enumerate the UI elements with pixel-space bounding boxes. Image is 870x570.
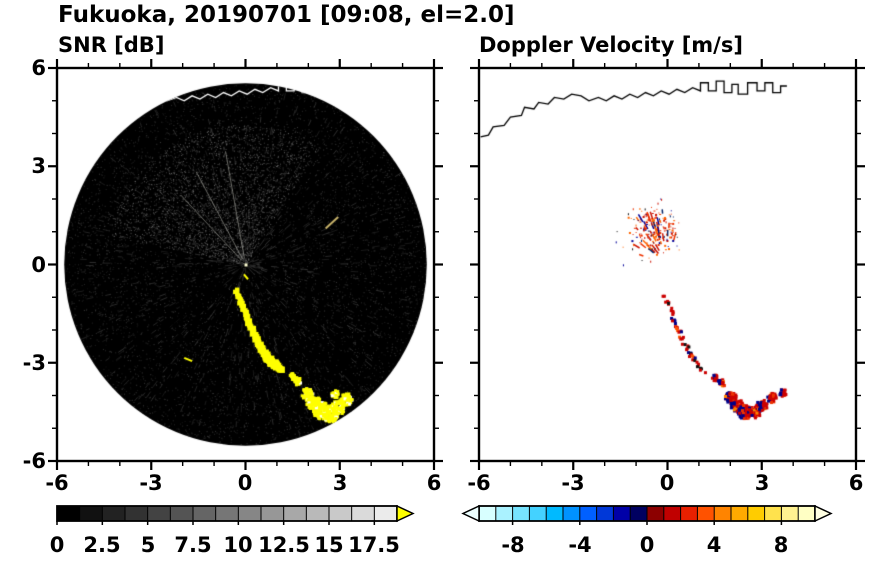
snr-colorbar-label: 15 (314, 533, 344, 557)
y-tick-label: 6 (31, 56, 46, 80)
snr-panel-title: SNR [dB] (58, 33, 165, 57)
snr-colorbar-label: 0 (49, 533, 65, 557)
snr-colorbar-label: 17.5 (348, 533, 400, 557)
doppler-colorbar-label: 8 (773, 533, 789, 557)
doppler-colorbar-label: 0 (639, 533, 655, 557)
x-tick-label: -3 (139, 471, 163, 495)
x-tick-label: -3 (561, 471, 585, 495)
x-tick-label: 6 (426, 471, 442, 495)
snr-radar-plot (57, 68, 434, 461)
x-tick-label: 3 (332, 471, 348, 495)
y-tick-label: -6 (22, 449, 46, 473)
doppler-radar-plot (479, 68, 856, 461)
y-tick-label: 3 (31, 154, 46, 178)
snr-colorbar-label: 10 (223, 533, 253, 557)
x-tick-label: 6 (848, 471, 864, 495)
figure-title: Fukuoka, 20190701 [09:08, el=2.0] (58, 2, 515, 28)
doppler-panel-title: Doppler Velocity [m/s] (479, 33, 743, 57)
y-tick-label: 0 (31, 253, 46, 277)
snr-colorbar-label: 5 (140, 533, 156, 557)
x-tick-label: 3 (754, 471, 770, 495)
doppler-colorbar-label: -4 (568, 533, 592, 557)
x-tick-label: 0 (659, 471, 675, 495)
x-tick-label: -6 (45, 471, 69, 495)
x-tick-label: -6 (467, 471, 491, 495)
x-tick-label: 0 (237, 471, 253, 495)
doppler-colorbar-label: -8 (501, 533, 525, 557)
doppler-colorbar-label: 4 (706, 533, 722, 557)
snr-colorbar-label: 2.5 (83, 533, 121, 557)
y-tick-label: -3 (22, 351, 46, 375)
snr-colorbar-label: 12.5 (258, 533, 310, 557)
snr-colorbar-label: 7.5 (174, 533, 212, 557)
